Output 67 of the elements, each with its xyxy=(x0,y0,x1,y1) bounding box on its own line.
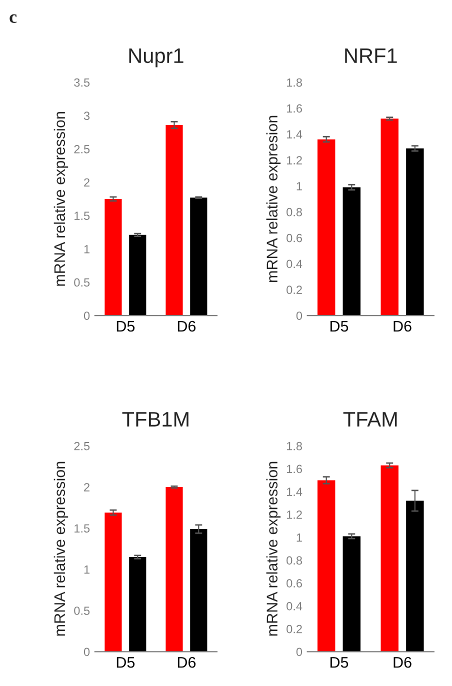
y-tick-label: 1.5 xyxy=(74,212,90,220)
y-tick-label: 0 xyxy=(84,312,90,320)
y-tick-label: 0.8 xyxy=(286,556,302,565)
y-tick-label: 0.6 xyxy=(286,579,302,588)
y-tick-label: 0.2 xyxy=(286,286,302,294)
y-tick-label: 0.4 xyxy=(286,260,302,268)
bar xyxy=(104,198,122,316)
y-tick-label: 1.4 xyxy=(286,488,302,496)
text: c xyxy=(10,14,17,23)
x-tick-label: D6 xyxy=(394,320,412,332)
bar xyxy=(406,500,424,652)
y-tick-label: 2 xyxy=(84,178,90,187)
y-tick-label: 1.6 xyxy=(286,464,302,474)
x-tick-label: D5 xyxy=(330,320,348,332)
chart-title: TFB1M xyxy=(122,412,188,426)
y-tick-label: 3.5 xyxy=(74,78,90,87)
bar xyxy=(380,465,398,652)
bar xyxy=(129,557,146,652)
x-tick-label: D5 xyxy=(116,657,135,668)
y-tick-label: 3 xyxy=(84,112,90,120)
bar xyxy=(166,487,183,652)
y-tick-label: 1 xyxy=(84,245,90,254)
y-tick-label: 0 xyxy=(296,312,302,320)
chart-title: TFAM xyxy=(343,412,397,426)
bar xyxy=(342,536,361,652)
bar xyxy=(104,512,122,652)
y-tick-label: 0.5 xyxy=(74,606,90,615)
y-tick-label: 0.8 xyxy=(286,208,302,216)
y-tick-label: 0.2 xyxy=(286,624,302,634)
bar xyxy=(380,118,398,316)
x-tick-label: D5 xyxy=(116,320,135,332)
y-axis-title: mRNA relative expresion xyxy=(266,116,281,282)
bar xyxy=(129,234,146,316)
x-tick-label: D6 xyxy=(178,320,196,332)
y-tick-label: 1 xyxy=(84,566,90,574)
chart-title: Nupr1 xyxy=(129,48,184,68)
y-tick-label: 2 xyxy=(84,483,90,492)
bar xyxy=(342,187,361,316)
bar xyxy=(190,529,208,652)
bar xyxy=(166,124,183,316)
bar xyxy=(317,480,336,652)
y-axis-title: mRNA relative expression xyxy=(266,462,281,636)
y-tick-label: 1.2 xyxy=(286,510,302,519)
y-tick-label: 1.6 xyxy=(286,104,302,113)
y-axis-title: mRNA relative expression xyxy=(54,462,68,636)
y-axis-title: mRNA relative expression xyxy=(54,112,68,286)
x-tick-label: D5 xyxy=(330,657,348,668)
bar xyxy=(317,139,336,316)
x-tick-label: D6 xyxy=(394,656,412,668)
y-tick-label: 1.5 xyxy=(74,524,90,533)
chart-title: NRF1 xyxy=(345,48,397,63)
y-tick-label: 0.6 xyxy=(286,234,302,242)
y-tick-label: 0.4 xyxy=(286,602,302,610)
y-tick-label: 2.5 xyxy=(74,442,90,450)
x-tick-label: D6 xyxy=(178,656,196,668)
y-tick-label: 1.8 xyxy=(286,78,302,87)
y-tick-label: 1 xyxy=(296,534,302,542)
y-tick-label: 0 xyxy=(296,648,302,656)
y-tick-label: 2.5 xyxy=(74,144,90,154)
y-tick-label: 0.5 xyxy=(74,278,90,287)
bar xyxy=(406,148,424,316)
y-tick-label: 1 xyxy=(296,182,302,190)
y-tick-label: 0 xyxy=(84,648,90,656)
y-tick-label: 1.8 xyxy=(286,442,302,450)
bar xyxy=(190,198,208,316)
y-tick-label: 1.4 xyxy=(286,130,302,138)
y-tick-label: 1.2 xyxy=(286,156,302,164)
